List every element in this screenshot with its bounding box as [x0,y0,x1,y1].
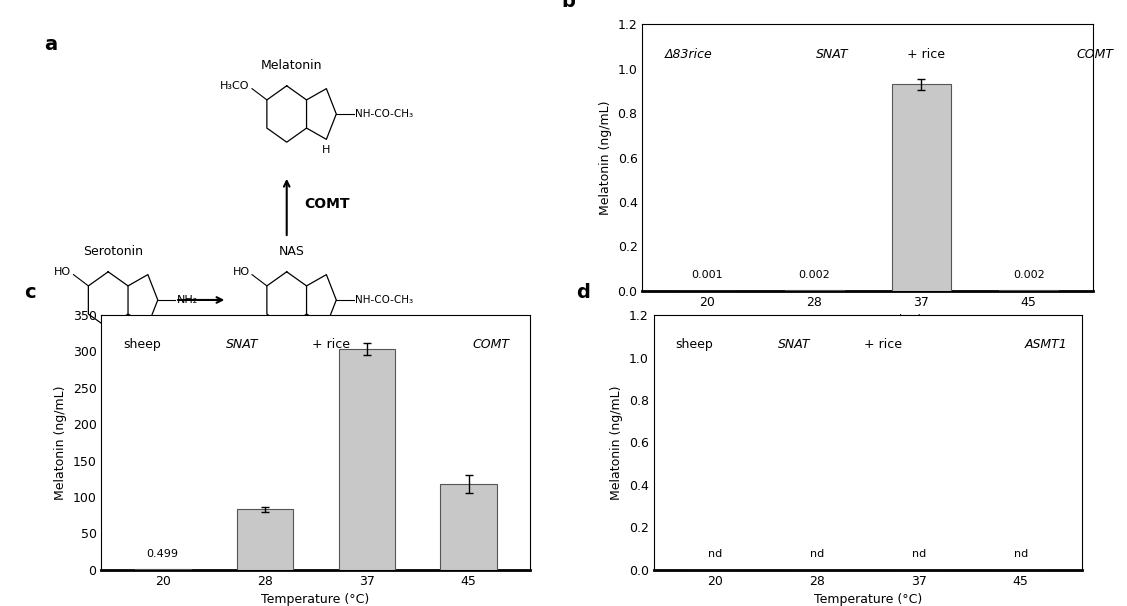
Text: d: d [577,284,591,302]
Text: SNAT: SNAT [179,316,221,330]
Text: NH-CO-CH₃: NH-CO-CH₃ [355,295,414,305]
Text: NAS: NAS [278,245,304,258]
Text: sheep: sheep [675,338,712,351]
Bar [891,84,951,291]
Text: Melatonin: Melatonin [261,528,322,541]
Text: + rice: + rice [308,338,354,351]
Text: sheep: sheep [123,338,160,351]
X-axis label: Temperature (°C): Temperature (°C) [814,315,922,327]
Text: 0.499: 0.499 [147,550,178,559]
Text: NH₂: NH₂ [177,295,198,305]
Text: + rice: + rice [860,338,906,351]
Text: ASMT: ASMT [304,386,348,400]
Bar [338,349,394,570]
Text: 0.001: 0.001 [691,270,722,280]
Text: nd: nd [912,550,926,559]
Text: H: H [143,331,152,341]
Text: COMT: COMT [304,197,349,211]
Text: a: a [44,35,56,54]
Text: H: H [322,517,330,527]
Text: b: b [561,0,575,11]
Text: Δ83rice: Δ83rice [665,48,712,61]
Text: NH-CO-CH₃: NH-CO-CH₃ [355,481,414,491]
Text: H₃CO: H₃CO [220,81,249,91]
Text: nd: nd [1013,550,1028,559]
Y-axis label: Melatonin (ng/mL): Melatonin (ng/mL) [610,385,623,499]
Text: Melatonin: Melatonin [261,59,322,72]
X-axis label: Temperature (°C): Temperature (°C) [814,593,922,606]
Text: H₃CO: H₃CO [220,453,249,463]
Y-axis label: Melatonin (ng/mL): Melatonin (ng/mL) [54,385,68,499]
Text: NH-CO-CH₃: NH-CO-CH₃ [355,109,414,119]
Text: nd: nd [809,550,824,559]
Text: 0.002: 0.002 [798,270,829,280]
Y-axis label: Melatonin (ng/mL): Melatonin (ng/mL) [598,101,612,215]
Text: 0.002: 0.002 [1013,270,1045,280]
Text: SNAT: SNAT [225,338,258,351]
Text: HO: HO [54,267,71,277]
Text: SNAT: SNAT [778,338,810,351]
Text: H: H [322,145,330,155]
Text: + rice: + rice [903,48,949,61]
Text: nd: nd [708,550,722,559]
Text: HO: HO [232,267,249,277]
Text: c: c [25,284,36,302]
Text: H: H [322,331,330,341]
X-axis label: Temperature (°C): Temperature (°C) [261,593,370,606]
Bar [441,484,497,570]
Text: SNAT: SNAT [816,48,849,61]
Text: Serotonin: Serotonin [83,245,143,258]
Text: COMT: COMT [1076,48,1113,61]
Text: ASMT1: ASMT1 [1024,338,1067,351]
Bar [237,509,293,570]
Text: COMT: COMT [472,338,509,351]
